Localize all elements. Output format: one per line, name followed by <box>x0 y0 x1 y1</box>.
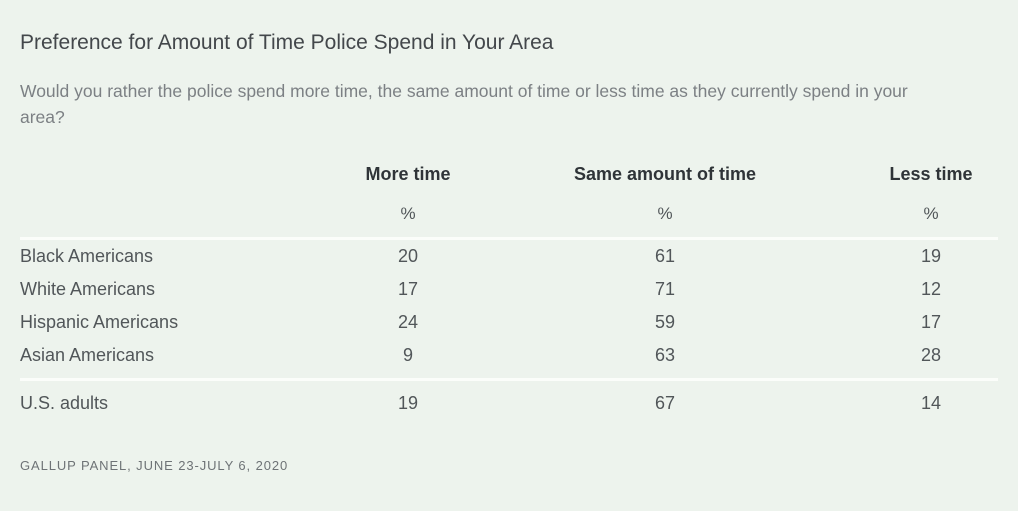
cell-value: 19 <box>397 393 419 413</box>
table-body: Black Americans 20 61 19 White Americans… <box>20 240 998 372</box>
cell-value: 28 <box>920 345 942 365</box>
cell-value: 61 <box>654 246 676 266</box>
cell-value: 14 <box>920 393 942 413</box>
table-row: Hispanic Americans 24 59 17 <box>20 306 998 339</box>
percent-sign: % <box>923 204 939 223</box>
divider-top <box>20 237 998 240</box>
source-note: GALLUP PANEL, JUNE 23-JULY 6, 2020 <box>20 458 289 473</box>
cell-value: 63 <box>654 345 676 365</box>
cell-value: 59 <box>654 312 676 332</box>
row-label: U.S. adults <box>20 393 109 413</box>
cell-value: 9 <box>402 345 413 365</box>
row-label: White Americans <box>20 279 156 299</box>
cell-value: 67 <box>654 393 676 413</box>
column-header-less-time: Less time <box>889 164 973 184</box>
unit-row: % % % <box>20 204 998 224</box>
cell-value: 24 <box>397 312 419 332</box>
cell-value: 20 <box>397 246 419 266</box>
table-header-row: More time Same amount of time Less time <box>20 164 998 184</box>
page-title: Preference for Amount of Time Police Spe… <box>20 31 554 54</box>
row-label: Hispanic Americans <box>20 312 179 332</box>
table-row: Black Americans 20 61 19 <box>20 240 998 273</box>
cell-value: 19 <box>920 246 942 266</box>
summary-row: U.S. adults 19 67 14 <box>20 381 998 420</box>
row-label: Black Americans <box>20 246 154 266</box>
column-header-same-amount: Same amount of time <box>573 164 757 184</box>
cell-value: 12 <box>920 279 942 299</box>
cell-value: 17 <box>397 279 419 299</box>
cell-value: 17 <box>920 312 942 332</box>
percent-sign: % <box>400 204 416 223</box>
cell-value: 71 <box>654 279 676 299</box>
percent-sign: % <box>657 204 673 223</box>
table-row: Asian Americans 9 63 28 <box>20 339 998 372</box>
table-row: White Americans 17 71 12 <box>20 273 998 306</box>
page-subtitle: Would you rather the police spend more t… <box>20 81 908 127</box>
row-label: Asian Americans <box>20 345 155 365</box>
column-header-more-time: More time <box>365 164 451 184</box>
chart-card: Preference for Amount of Time Police Spe… <box>20 31 998 473</box>
row-label-header <box>20 164 350 184</box>
divider-summary <box>20 378 998 381</box>
